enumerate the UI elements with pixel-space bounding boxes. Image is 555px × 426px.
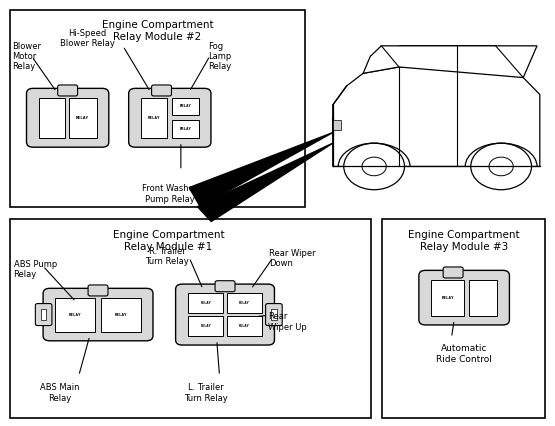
FancyBboxPatch shape — [443, 267, 463, 278]
Bar — [271, 310, 277, 320]
Bar — [56, 298, 94, 331]
Circle shape — [471, 143, 532, 190]
Bar — [39, 98, 65, 138]
Bar — [332, 120, 341, 130]
Text: Fog
Lamp
Relay: Fog Lamp Relay — [209, 42, 232, 72]
Text: Engine Compartment
Relay Module #1: Engine Compartment Relay Module #1 — [113, 230, 224, 251]
Bar — [9, 10, 305, 207]
FancyBboxPatch shape — [27, 88, 109, 147]
FancyBboxPatch shape — [43, 288, 153, 341]
Bar — [431, 279, 464, 316]
FancyBboxPatch shape — [266, 304, 282, 325]
Text: Automatic
Ride Control: Automatic Ride Control — [436, 344, 492, 364]
Text: RELAY: RELAY — [200, 324, 211, 328]
FancyBboxPatch shape — [88, 285, 108, 296]
Text: Hi-Speed
Blower Relay: Hi-Speed Blower Relay — [59, 29, 114, 48]
Polygon shape — [363, 46, 537, 78]
Text: RELAY: RELAY — [148, 116, 160, 120]
Bar — [172, 120, 199, 138]
Bar — [141, 98, 168, 138]
Bar — [41, 310, 47, 320]
Text: Front Washer
Pump Relay: Front Washer Pump Relay — [142, 184, 198, 204]
Text: RELAY: RELAY — [239, 301, 250, 305]
Text: RELAY: RELAY — [441, 296, 454, 299]
FancyBboxPatch shape — [58, 85, 78, 96]
Polygon shape — [332, 67, 540, 167]
Bar — [382, 219, 546, 418]
Bar — [69, 98, 97, 138]
Text: Engine Compartment
Relay Module #2: Engine Compartment Relay Module #2 — [102, 20, 213, 42]
Text: RELAY: RELAY — [239, 324, 250, 328]
FancyBboxPatch shape — [152, 85, 171, 96]
FancyBboxPatch shape — [175, 284, 275, 345]
Bar — [188, 316, 223, 336]
Text: Blower
Motor
Relay: Blower Motor Relay — [12, 42, 42, 72]
Text: Rear
Wiper Up: Rear Wiper Up — [268, 312, 307, 332]
FancyBboxPatch shape — [215, 281, 235, 292]
Text: ABS Main
Relay: ABS Main Relay — [39, 383, 79, 403]
Bar — [226, 316, 263, 336]
FancyBboxPatch shape — [419, 271, 509, 325]
Bar — [172, 98, 199, 115]
Polygon shape — [198, 143, 332, 222]
Text: Engine Compartment
Relay Module #3: Engine Compartment Relay Module #3 — [408, 230, 519, 251]
Text: L. Trailer
Turn Relay: L. Trailer Turn Relay — [184, 383, 228, 403]
Bar — [188, 294, 223, 313]
Text: RELAY: RELAY — [179, 104, 191, 108]
FancyBboxPatch shape — [129, 88, 211, 147]
Text: RELAY: RELAY — [69, 313, 81, 317]
Text: Rear Wiper
Down: Rear Wiper Down — [269, 249, 316, 268]
Text: ABS Pump
Relay: ABS Pump Relay — [13, 259, 57, 279]
Bar — [9, 219, 371, 418]
Text: R. Trailer
Turn Relay: R. Trailer Turn Relay — [145, 247, 189, 266]
Text: RELAY: RELAY — [200, 301, 211, 305]
Text: RELAY: RELAY — [115, 313, 128, 317]
Polygon shape — [189, 132, 332, 207]
Text: RELAY: RELAY — [76, 116, 89, 120]
FancyBboxPatch shape — [36, 304, 52, 325]
Bar — [226, 294, 263, 313]
Text: RELAY: RELAY — [179, 127, 191, 131]
Bar — [470, 279, 497, 316]
Bar — [102, 298, 141, 331]
Circle shape — [344, 143, 405, 190]
